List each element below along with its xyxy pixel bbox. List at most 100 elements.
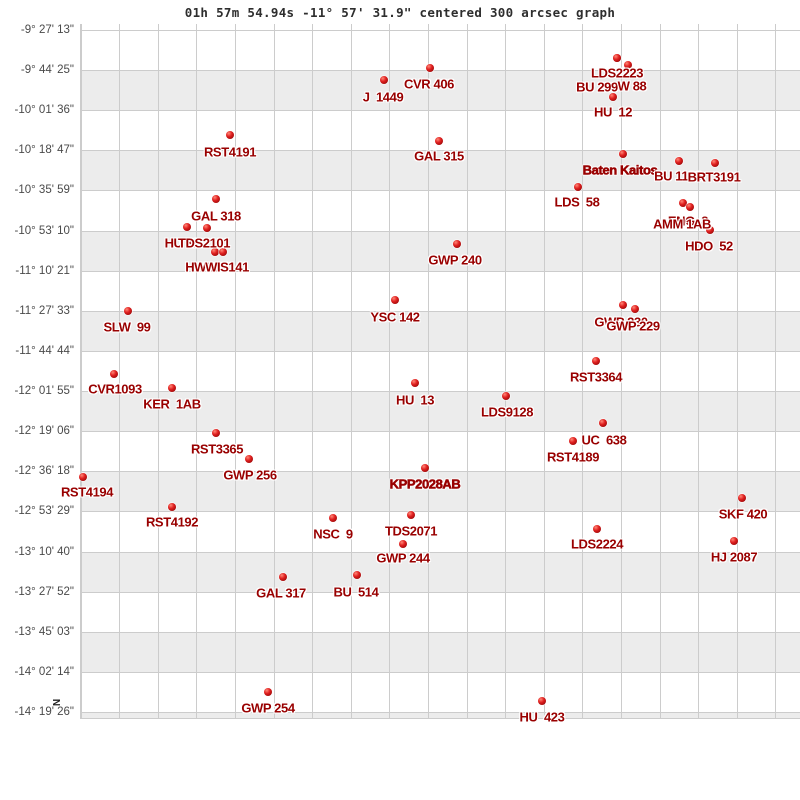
- vertical-gridline: [775, 24, 777, 719]
- star-point: [730, 537, 738, 545]
- star-point: [453, 240, 461, 248]
- star-label: WIS141: [205, 259, 249, 275]
- vertical-gridline: [427, 24, 429, 719]
- star-label: RST3364: [569, 369, 623, 385]
- chart-title: 01h 57m 54.94s -11° 57' 31.9" centered 3…: [184, 5, 616, 20]
- vertical-gridline: [273, 24, 275, 719]
- star-label: Baten Kaitos: [582, 162, 658, 178]
- star-label: GAL 317: [256, 585, 306, 601]
- horizontal-gridline: [80, 110, 800, 112]
- star-label: BU 1188: [654, 168, 702, 184]
- horizontal-gridline: [80, 631, 800, 633]
- star-point: [183, 223, 191, 231]
- star-point: [502, 392, 510, 400]
- star-point: [624, 61, 632, 69]
- star-label: KPP2028AB: [389, 476, 461, 492]
- star-label: UC 638: [581, 432, 627, 448]
- star-label: GWP 254: [241, 700, 295, 716]
- star-label: CVR 406: [404, 76, 454, 92]
- star-label: GWP 230: [594, 314, 648, 330]
- star-label: HDO 52: [685, 238, 733, 254]
- star-label: LDS9128: [480, 404, 534, 420]
- stripe-band: [80, 712, 800, 718]
- horizontal-gridline: [80, 391, 800, 393]
- star-point: [619, 301, 627, 309]
- y-axis-tick-label: -12° 01' 55": [14, 385, 74, 398]
- star-point: [168, 384, 176, 392]
- stripe-band: [80, 551, 800, 592]
- y-axis-tick-label: -11° 27' 33": [15, 304, 74, 317]
- star-label: AMM 1AB: [653, 216, 711, 232]
- star-label: NSC 9: [313, 526, 353, 542]
- star-label: LDS2224: [570, 536, 624, 552]
- star-point: [738, 494, 746, 502]
- star-point: [391, 296, 399, 304]
- y-axis-tick-label: -9° 44' 25": [20, 64, 74, 77]
- star-point: [245, 455, 253, 463]
- horizontal-gridline: [80, 591, 800, 593]
- star-label: BRT3191: [687, 169, 741, 185]
- horizontal-gridline: [80, 471, 800, 473]
- star-point: [168, 503, 176, 511]
- horizontal-gridline: [80, 70, 800, 72]
- star-label: YSC 142: [370, 309, 420, 325]
- star-label: W 88: [617, 78, 647, 94]
- star-point: [212, 429, 220, 437]
- star-point: [426, 64, 434, 72]
- star-label: CVR1093: [88, 381, 142, 397]
- star-label: BU 299: [576, 79, 618, 95]
- y-axis-tick-label: -12° 19' 06": [14, 425, 74, 438]
- star-point: [686, 203, 694, 211]
- star-point: [619, 150, 627, 158]
- star-point: [613, 54, 621, 62]
- star-point: [211, 248, 219, 256]
- star-point: [212, 195, 220, 203]
- star-label: GWP 240: [428, 252, 482, 268]
- star-point: [599, 419, 607, 427]
- star-point: [631, 305, 639, 313]
- star-label: LDS2223: [590, 65, 644, 81]
- horizontal-gridline: [80, 671, 800, 673]
- star-label: HU 13: [395, 392, 435, 408]
- star-point: [329, 514, 337, 522]
- star-point: [110, 370, 118, 378]
- star-point: [124, 307, 132, 315]
- vertical-gridline: [312, 24, 314, 719]
- horizontal-gridline: [80, 350, 800, 352]
- vertical-gridline: [389, 24, 391, 719]
- star-label: KER 1AB: [143, 396, 201, 412]
- horizontal-gridline: [80, 230, 800, 232]
- star-point: [353, 571, 361, 579]
- vertical-gridline: [505, 24, 507, 719]
- stripe-band: [80, 70, 800, 111]
- star-label: HU 32: [164, 235, 200, 251]
- star-label: SLW 99: [103, 319, 151, 335]
- y-axis-tick-label: -11° 44' 44": [15, 344, 74, 357]
- star-point: [569, 437, 577, 445]
- star-point: [609, 93, 617, 101]
- horizontal-gridline: [80, 712, 800, 714]
- star-point: [203, 224, 211, 232]
- star-label: RST3365: [190, 441, 244, 457]
- star-label: GAL 318: [191, 208, 241, 224]
- bottom-axis-line: [80, 718, 800, 719]
- vertical-gridline: [196, 24, 198, 719]
- star-point: [407, 511, 415, 519]
- y-axis-tick-label: -10° 18' 47": [14, 144, 74, 157]
- horizontal-gridline: [80, 270, 800, 272]
- star-label: J 1449: [362, 89, 404, 105]
- north-indicator: N: [50, 698, 62, 707]
- star-point: [79, 473, 87, 481]
- star-label: ENG 8: [667, 213, 709, 229]
- star-label: HU 423: [519, 709, 565, 725]
- star-label: GWP 229: [606, 318, 660, 334]
- stripe-band: [80, 310, 800, 351]
- star-label: RST4191: [203, 144, 257, 160]
- star-label: TDS2101: [177, 235, 231, 251]
- y-axis-tick-label: -10° 01' 36": [14, 104, 74, 117]
- horizontal-gridline: [80, 30, 800, 31]
- left-axis-line: [80, 24, 81, 719]
- horizontal-gridline: [80, 511, 800, 513]
- star-point: [399, 540, 407, 548]
- vertical-gridline: [698, 24, 700, 719]
